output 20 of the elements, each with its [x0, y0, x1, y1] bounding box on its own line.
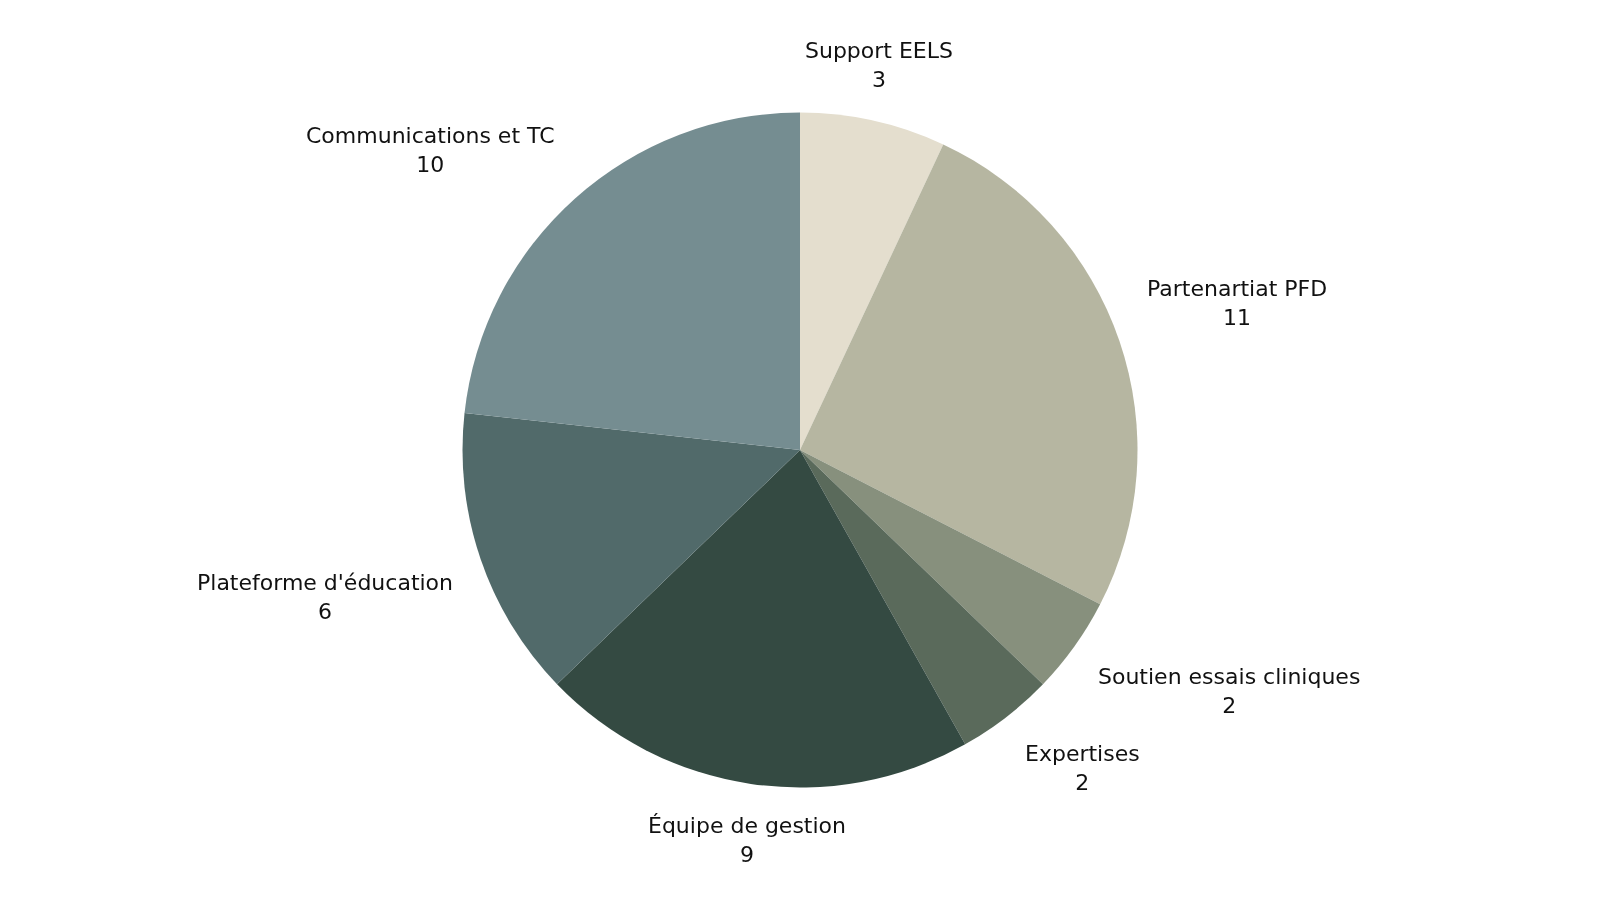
- data-label: 2: [1075, 769, 1090, 795]
- pie-slice: [557, 450, 966, 788]
- data-label: 9: [740, 841, 755, 867]
- data-label: 3: [871, 66, 886, 92]
- slice-label: Équipe de gestion: [648, 813, 847, 838]
- pie-slice: [800, 112, 944, 450]
- data-label: 6: [318, 598, 333, 624]
- pie-slice: [462, 413, 800, 685]
- pie-slice: [800, 144, 1138, 605]
- slice-label: Partenartiat PFD: [1147, 276, 1328, 301]
- slice-label: Plateforme d'éducation: [197, 570, 454, 595]
- slice-label: Soutien essais cliniques: [1098, 664, 1361, 689]
- data-label: 10: [416, 151, 445, 177]
- data-label: 11: [1223, 304, 1252, 330]
- data-label: 2: [1222, 692, 1237, 718]
- slice-label: Communications et TC: [306, 123, 555, 148]
- pie-slice: [800, 450, 1101, 685]
- slice-label: Expertises: [1025, 741, 1140, 766]
- pie-slice: [800, 450, 1043, 745]
- slice-label: Support EELS: [805, 38, 953, 63]
